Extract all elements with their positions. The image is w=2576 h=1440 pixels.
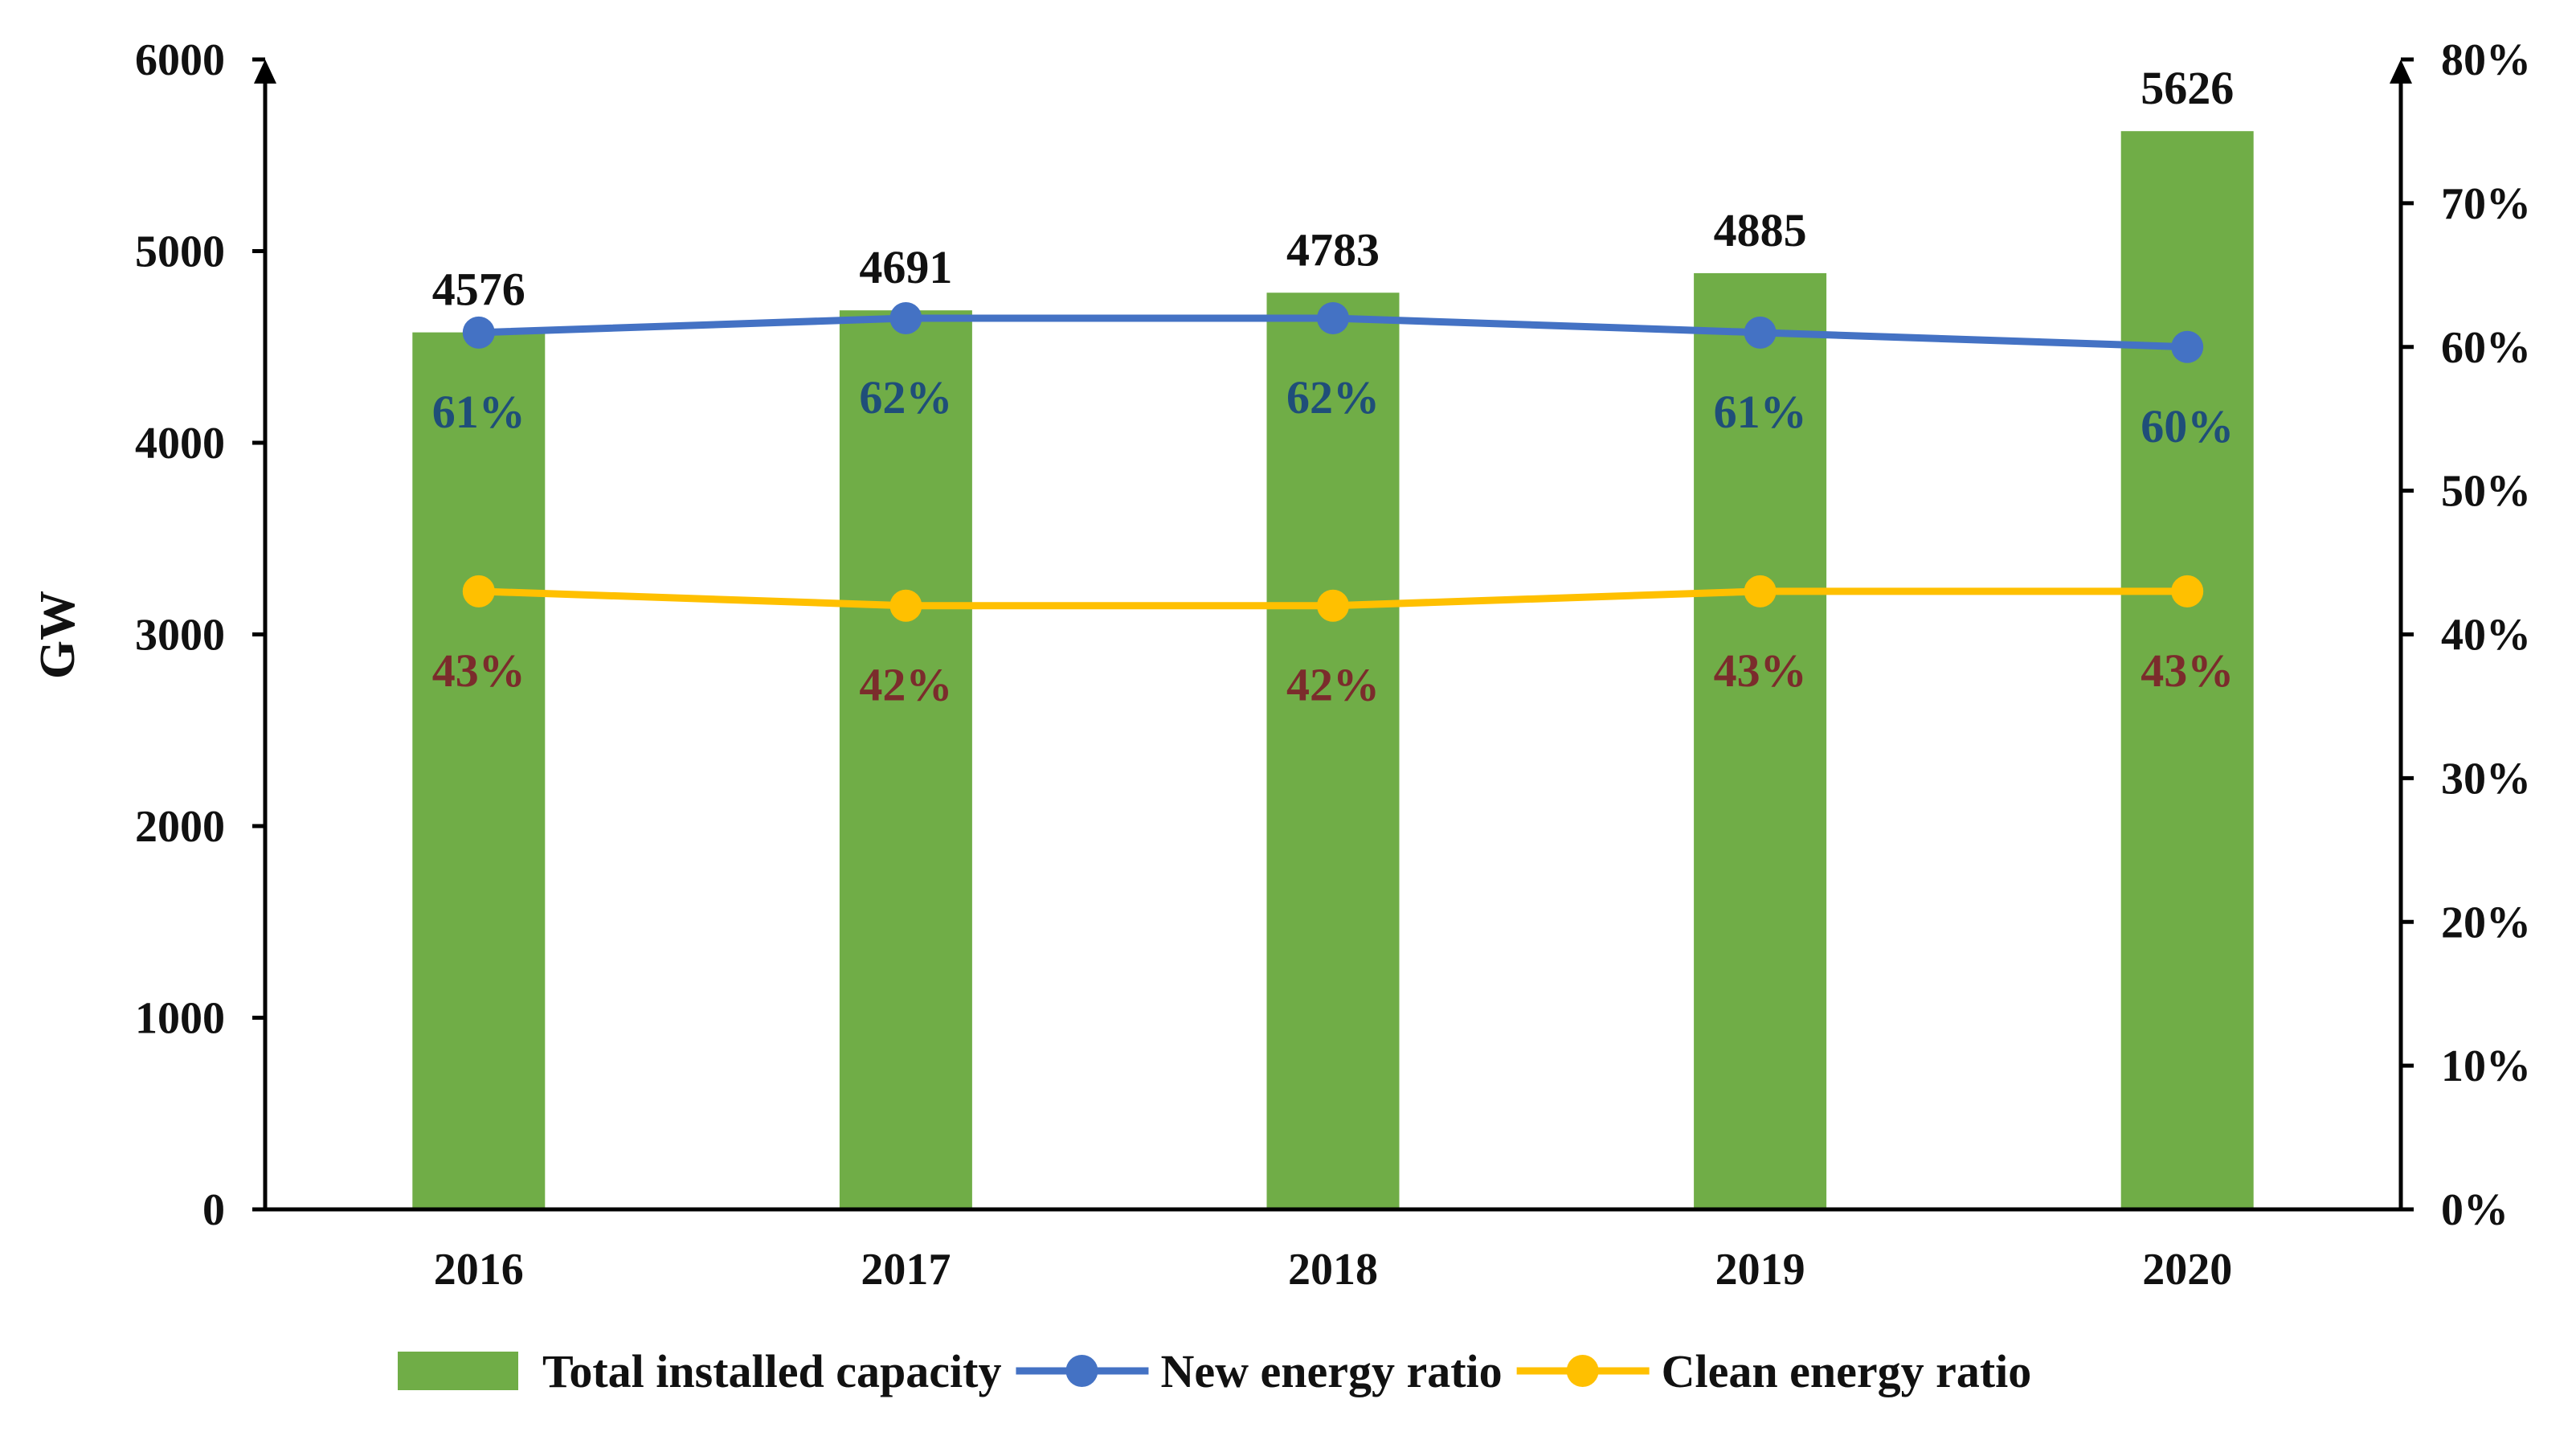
point-value-label: 61% <box>1714 386 1807 438</box>
bar-2017 <box>839 310 972 1209</box>
point-value-label: 62% <box>859 371 952 423</box>
legend-swatch-bar <box>398 1352 518 1390</box>
point-value-label: 43% <box>2141 644 2234 697</box>
bar-2018 <box>1266 292 1400 1209</box>
left-axis-tick-label: 0 <box>202 1185 225 1235</box>
legend: Total installed capacity New energy ratio… <box>398 1345 2031 1397</box>
point-value-label: 61% <box>432 386 525 438</box>
series-point <box>462 316 495 349</box>
right-axis-arrow <box>2390 59 2412 84</box>
right-axis-tick-label: 30% <box>2441 754 2531 804</box>
right-axis-tick-label: 10% <box>2441 1041 2531 1091</box>
legend-label: Total installed capacity <box>542 1345 1001 1397</box>
point-value-label: 42% <box>859 659 952 711</box>
bar-value-label: 4885 <box>1714 204 1807 256</box>
series-point <box>1744 316 1777 349</box>
legend-swatch-marker <box>1566 1355 1599 1387</box>
x-axis-tick-label: 2018 <box>1288 1245 1378 1295</box>
right-axis-tick-label: 60% <box>2441 323 2531 373</box>
series-point <box>2171 330 2204 363</box>
bar-2020 <box>2120 131 2254 1210</box>
left-axis-tick-label: 6000 <box>135 35 225 85</box>
left-axis-tick-label: 1000 <box>135 994 225 1044</box>
right-axis-tick-label: 50% <box>2441 467 2531 517</box>
x-axis-tick-label: 2020 <box>2142 1245 2232 1295</box>
right-axis-tick-label: 40% <box>2441 611 2531 661</box>
series-point <box>1317 301 1349 334</box>
point-value-label: 42% <box>1286 659 1380 711</box>
bar-value-label: 4691 <box>859 241 952 293</box>
right-axis-tick-label: 80% <box>2441 35 2531 85</box>
series-point <box>889 589 922 622</box>
x-axis-tick-label: 2019 <box>1715 1245 1805 1295</box>
x-axis-tick-label: 2016 <box>434 1245 524 1295</box>
left-axis-arrow <box>254 59 276 84</box>
point-value-label: 60% <box>2141 400 2234 452</box>
series-point <box>889 301 922 334</box>
series-point <box>1317 589 1349 622</box>
left-axis-tick-label: 5000 <box>135 227 225 277</box>
right-axis-tick-label: 70% <box>2441 179 2531 229</box>
left-axis-tick-label: 3000 <box>135 611 225 661</box>
y-axis-title: GW <box>31 591 85 679</box>
left-axis-tick-label: 2000 <box>135 802 225 852</box>
point-value-label: 43% <box>432 644 525 697</box>
bar-value-label: 5626 <box>2141 62 2234 114</box>
series-point <box>2171 575 2204 608</box>
bar-2016 <box>412 332 546 1209</box>
left-axis-tick-label: 4000 <box>135 419 225 468</box>
legend-swatch-marker <box>1065 1355 1098 1387</box>
bar-2019 <box>1694 272 1827 1209</box>
right-axis-tick-label: 0% <box>2441 1185 2509 1235</box>
legend-label: New energy ratio <box>1160 1345 1502 1397</box>
x-axis-tick-label: 2017 <box>861 1245 951 1295</box>
bar-value-label: 4576 <box>432 264 525 316</box>
point-value-label: 62% <box>1286 371 1380 423</box>
legend-label: Clean energy ratio <box>1662 1345 2032 1397</box>
right-axis-tick-label: 20% <box>2441 898 2531 947</box>
point-value-label: 43% <box>1714 644 1807 697</box>
series-point <box>1744 575 1777 608</box>
bar-value-label: 4783 <box>1286 223 1380 276</box>
series-point <box>462 575 495 608</box>
